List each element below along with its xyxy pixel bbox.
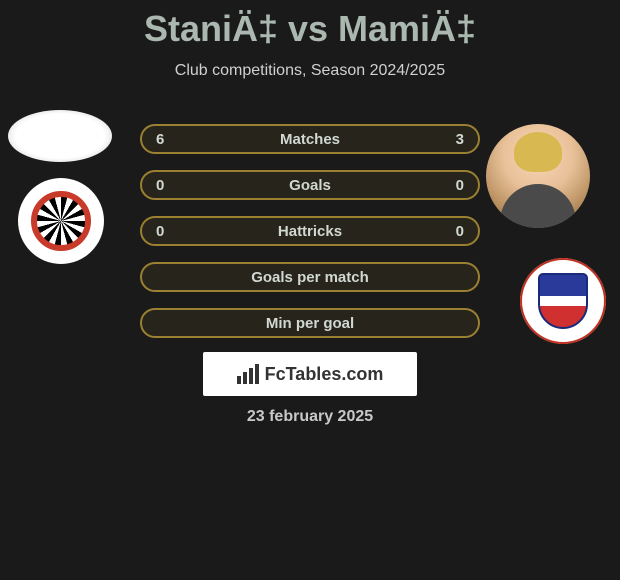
date-text: 23 february 2025: [0, 408, 620, 426]
shield-icon: [538, 273, 588, 329]
stat-label: Hattricks: [142, 223, 478, 240]
club-right-badge: [520, 258, 606, 344]
page-title: StaniÄ‡ vs MamiÄ‡: [0, 0, 620, 50]
page-subtitle: Club competitions, Season 2024/2025: [0, 62, 620, 80]
club-left-badge: [18, 178, 104, 264]
chart-bars-icon: [237, 364, 259, 384]
player-left-avatar: [8, 110, 112, 162]
branding-badge: FcTables.com: [203, 352, 417, 396]
stats-panel: 6 Matches 3 0 Goals 0 0 Hattricks 0 Goal…: [140, 124, 480, 354]
stat-row-mpg: Min per goal: [140, 308, 480, 338]
stat-row-gpm: Goals per match: [140, 262, 480, 292]
stat-label: Goals: [142, 177, 478, 194]
stat-label: Goals per match: [142, 269, 478, 286]
stat-label: Matches: [142, 131, 478, 148]
player-right-avatar: [486, 124, 590, 228]
branding-text: FcTables.com: [265, 364, 384, 385]
stat-row-hattricks: 0 Hattricks 0: [140, 216, 480, 246]
soccer-ball-icon: [31, 191, 91, 251]
stat-row-goals: 0 Goals 0: [140, 170, 480, 200]
stat-row-matches: 6 Matches 3: [140, 124, 480, 154]
stat-label: Min per goal: [142, 315, 478, 332]
